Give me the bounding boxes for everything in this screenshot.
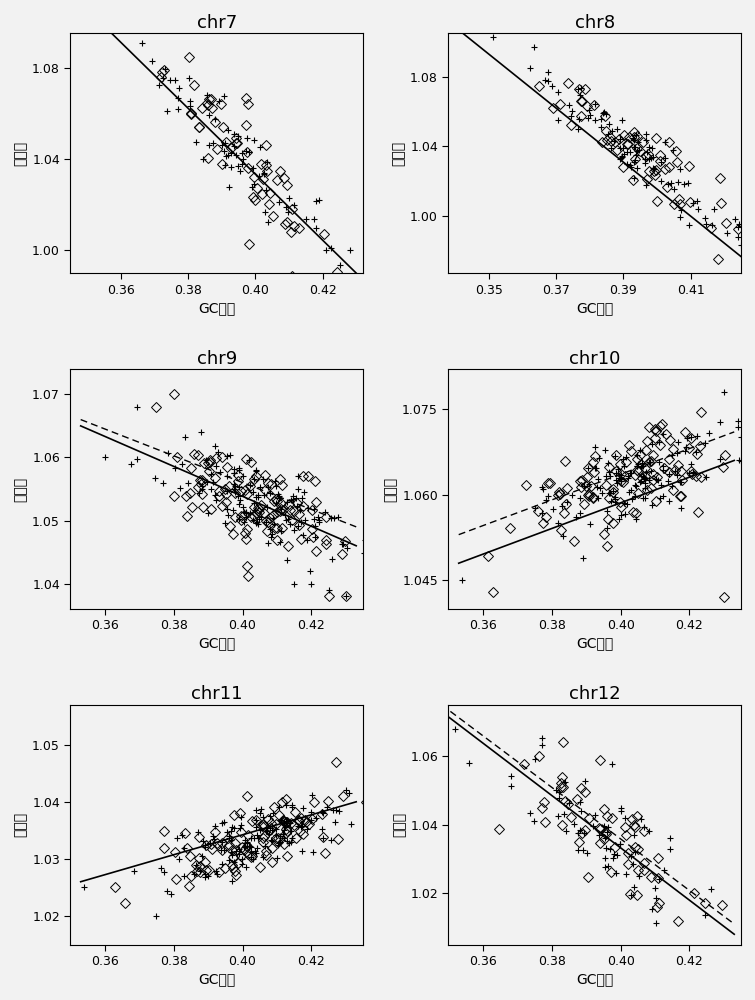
Title: chr7: chr7 [196,14,237,32]
Title: chr12: chr12 [569,685,621,703]
X-axis label: GC含量: GC含量 [198,301,236,315]
X-axis label: GC含量: GC含量 [576,301,613,315]
Y-axis label: 覆盖度: 覆盖度 [392,812,406,837]
X-axis label: GC含量: GC含量 [198,636,236,650]
Y-axis label: 覆盖度: 覆盖度 [384,476,398,502]
Y-axis label: 覆盖度: 覆盖度 [14,476,28,502]
Y-axis label: 覆盖度: 覆盖度 [14,141,28,166]
X-axis label: GC含量: GC含量 [576,636,613,650]
Title: chr8: chr8 [575,14,615,32]
X-axis label: GC含量: GC含量 [576,972,613,986]
Title: chr10: chr10 [569,350,621,368]
X-axis label: GC含量: GC含量 [198,972,236,986]
Y-axis label: 覆盖度: 覆盖度 [392,141,406,166]
Y-axis label: 覆盖度: 覆盖度 [14,812,28,837]
Title: chr11: chr11 [191,685,242,703]
Title: chr9: chr9 [196,350,237,368]
